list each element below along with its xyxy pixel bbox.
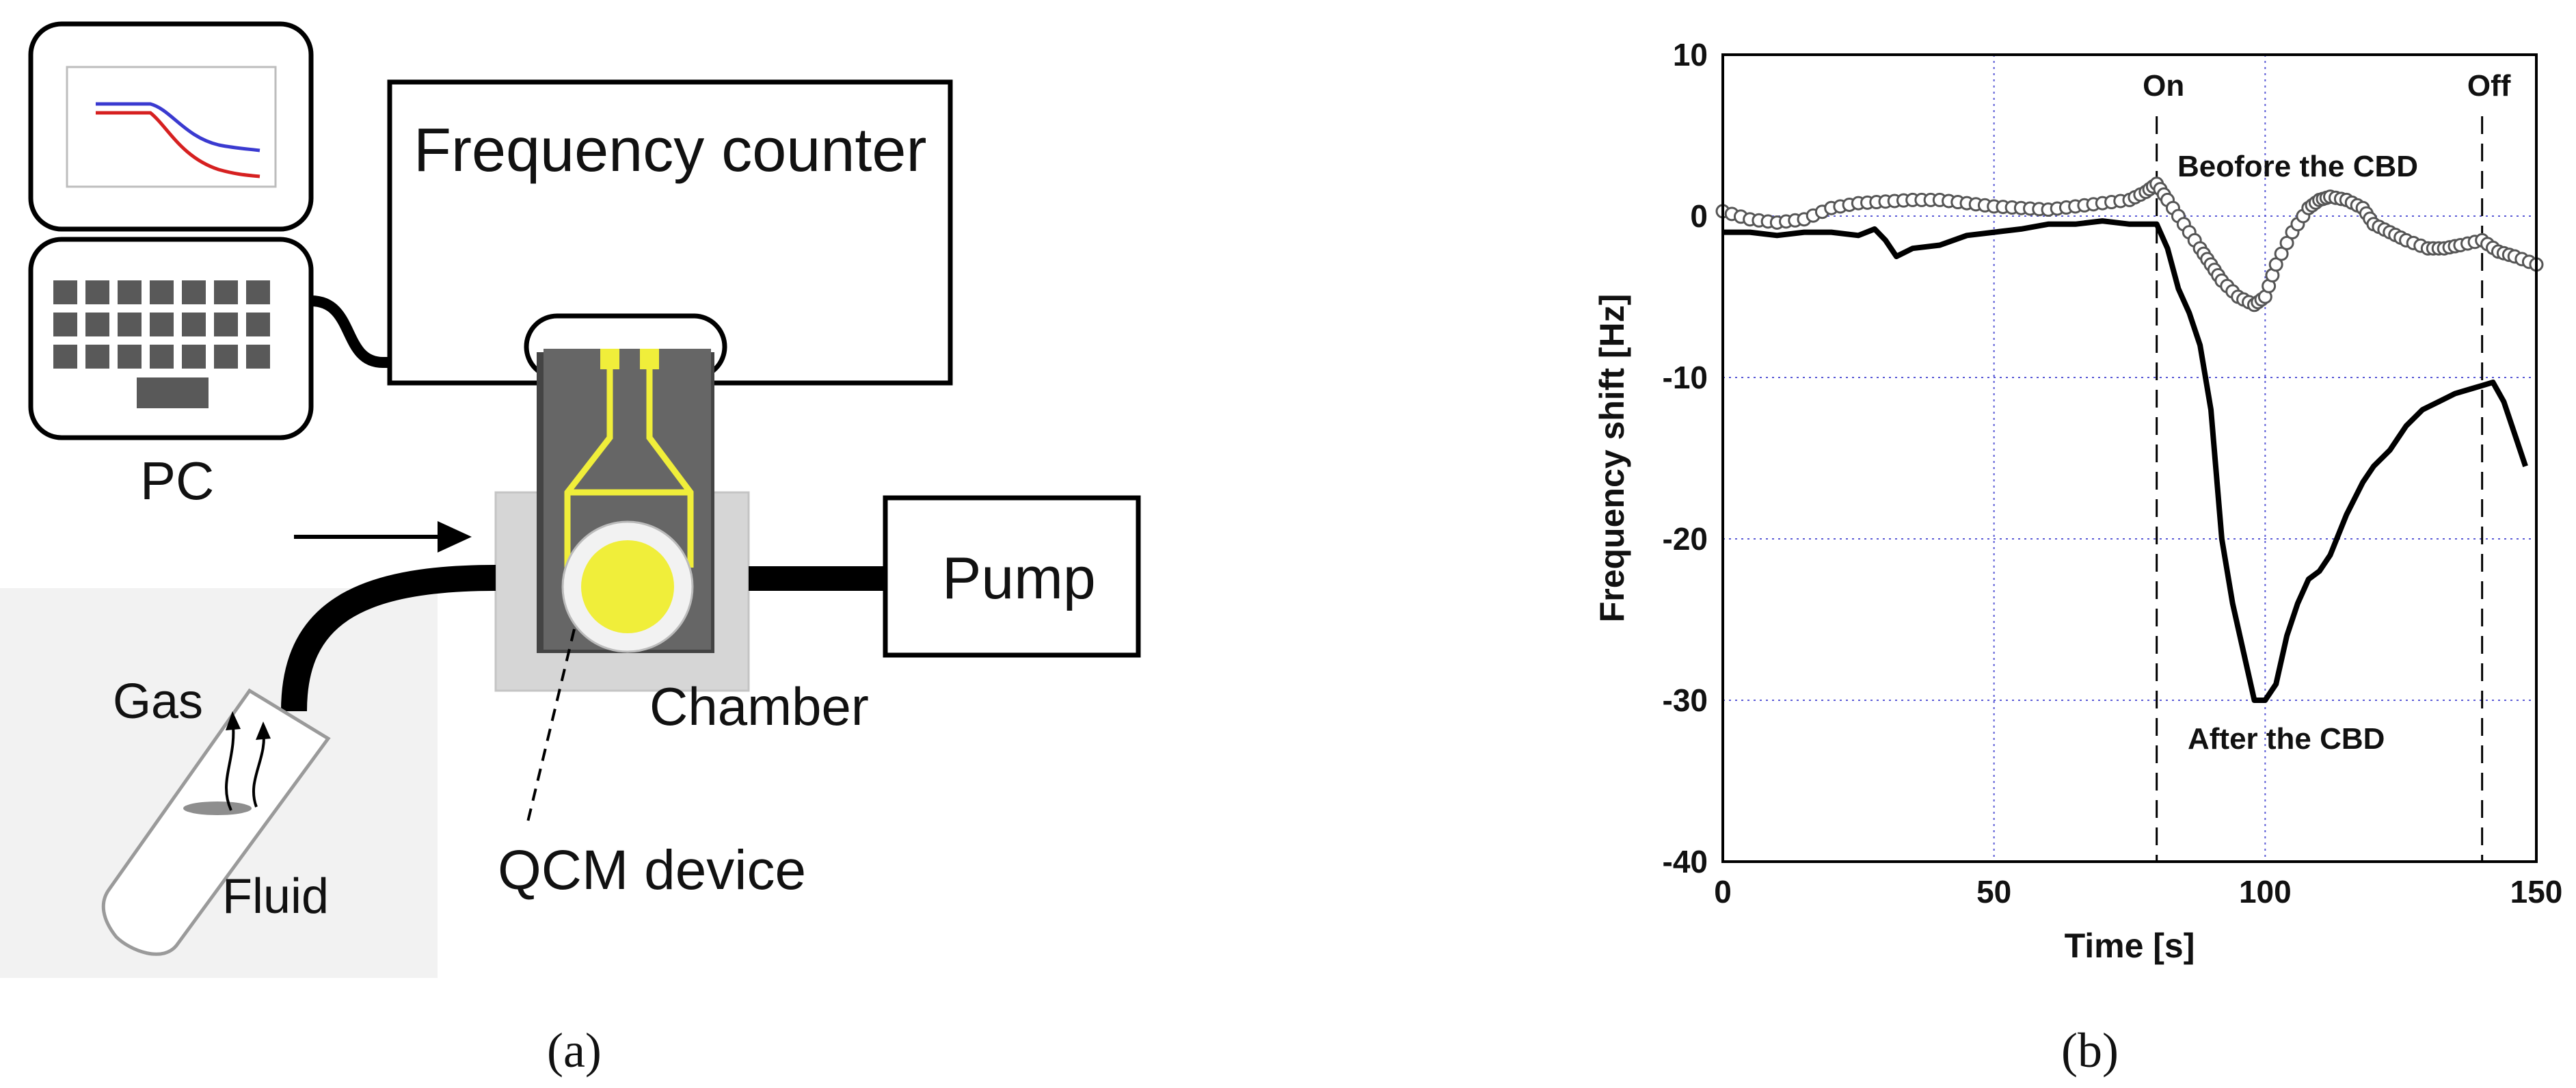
x-tick-label: 50 <box>1976 874 2011 910</box>
y-tick-label: 10 <box>1673 37 1708 72</box>
x-tick-label: 0 <box>1714 874 1732 910</box>
screen-trace-blue <box>96 102 260 152</box>
qcm-device-label: QCM device <box>498 839 806 901</box>
series-label-after: After the CBD <box>2188 722 2385 756</box>
series-label-before: Beofore the CBD <box>2177 150 2418 183</box>
plot-frame <box>1721 53 2538 863</box>
panel-a-diagram: PC Frequency counter Pump <box>0 21 1141 1078</box>
x-tick-label: 100 <box>2239 874 2292 910</box>
inlet-tube <box>281 565 496 712</box>
grid-lines <box>1723 55 2536 862</box>
y-axis-title: Frequency shift [Hz] <box>1593 294 1631 623</box>
x-tick-label: 150 <box>2510 874 2563 910</box>
pc-screen <box>66 66 277 188</box>
pc-label: PC <box>140 451 214 511</box>
qcm-pad-right <box>640 349 659 369</box>
y-tick-label: -30 <box>1663 682 1708 718</box>
series-lines <box>1715 176 2544 703</box>
pump-label: Pump <box>942 546 1096 611</box>
chamber-label: Chamber <box>649 676 869 737</box>
y-tick-label: -40 <box>1663 844 1708 879</box>
keyboard-keys <box>53 280 270 408</box>
event-marker-label: On <box>2143 69 2184 103</box>
qcm-electrode-trace <box>564 369 694 568</box>
screen-trace-red <box>96 111 260 178</box>
after-cbd-line <box>1723 218 2528 703</box>
gas-arrow-1 <box>225 717 235 811</box>
gas-label: Gas <box>113 674 203 729</box>
pump-box <box>883 495 1141 658</box>
y-tick-label: -10 <box>1663 360 1708 395</box>
test-tube <box>101 688 331 956</box>
qcm-pad-left <box>600 349 619 369</box>
qcm-electrode-disc <box>581 540 674 633</box>
fluid-label: Fluid <box>222 869 329 924</box>
event-marker-label: Off <box>2467 69 2511 103</box>
qcm-device <box>537 349 714 653</box>
pump-tube <box>749 566 885 591</box>
fluid-surface <box>183 801 252 815</box>
pc-cable <box>310 295 393 368</box>
frequency-counter-label: Frequency counter <box>414 116 926 185</box>
panel-b-caption: (b) <box>2061 1023 2119 1078</box>
test-tube-body <box>101 688 331 956</box>
panel-a-caption: (a) <box>547 1023 602 1078</box>
pc-computer: PC <box>28 21 314 511</box>
flow-arrow <box>294 521 472 553</box>
y-tick-label: -20 <box>1663 521 1708 557</box>
y-tick-label: 0 <box>1690 198 1708 234</box>
x-axis-title: Time [s] <box>2065 927 2195 965</box>
qcm-pointer-line <box>525 628 576 828</box>
